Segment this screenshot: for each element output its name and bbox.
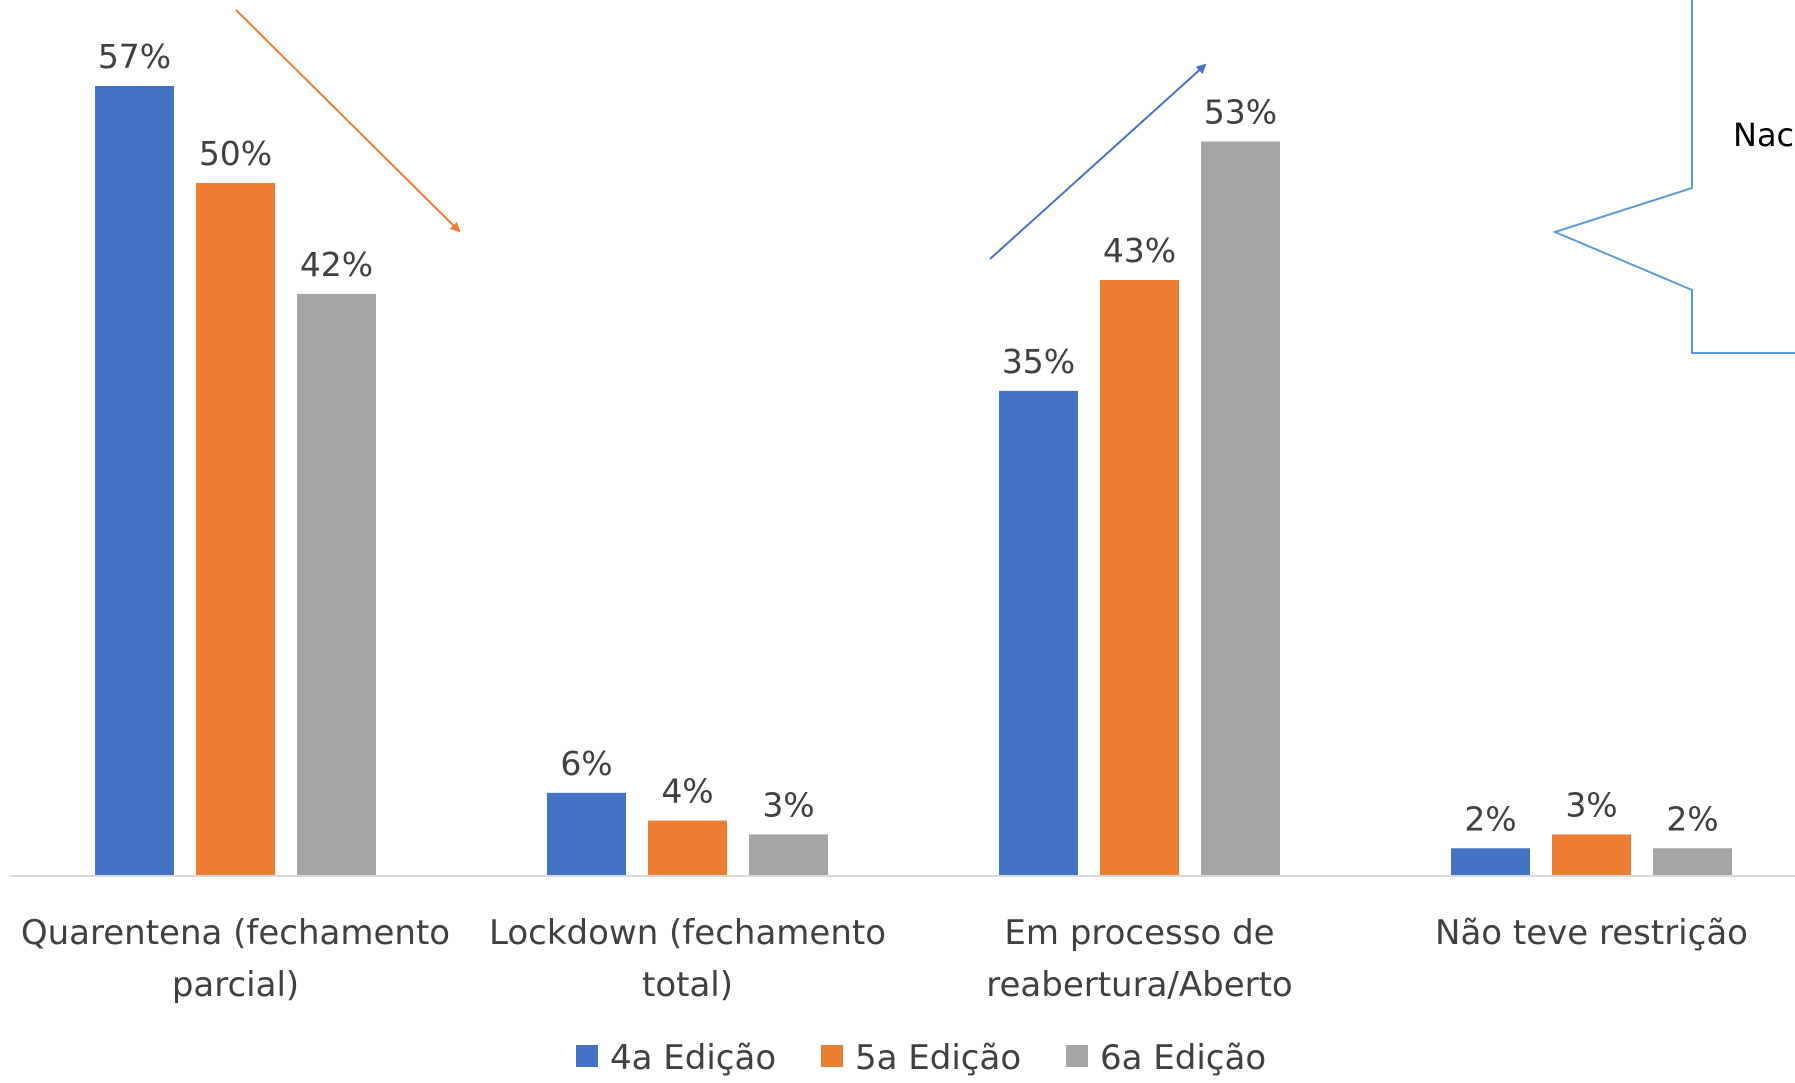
- x-tick-label: Quarentena (fechamento: [21, 913, 450, 953]
- legend-label-1: 4a Edição: [610, 1038, 776, 1078]
- bar-3-4: [1653, 848, 1732, 876]
- x-tick-label: reabertura/Aberto: [986, 965, 1292, 1005]
- x-tick-label: Em processo de: [1004, 913, 1274, 953]
- callout-text: Nac: [1733, 116, 1794, 154]
- data-label: 43%: [1103, 231, 1176, 270]
- bar-2-4: [1552, 834, 1631, 876]
- bar-3-1: [297, 293, 376, 876]
- data-label: 35%: [1002, 342, 1075, 381]
- x-tick-label: Não teve restrição: [1435, 913, 1748, 953]
- bar-3-3: [1201, 141, 1280, 876]
- legend-swatch-2: [821, 1045, 843, 1067]
- trend-arrow-down: [235, 9, 461, 233]
- data-label: 50%: [199, 134, 272, 173]
- data-label: 6%: [560, 744, 612, 783]
- x-tick-label: parcial): [172, 965, 299, 1005]
- bar-1-4: [1451, 848, 1530, 876]
- legend-swatch-3: [1066, 1045, 1088, 1067]
- trend-arrow-up: [989, 63, 1207, 260]
- bar-3-2: [749, 834, 828, 876]
- data-label: 57%: [98, 37, 171, 76]
- bars-layer: [95, 86, 1732, 876]
- bar-1-3: [999, 390, 1078, 876]
- bar-2-3: [1100, 280, 1179, 876]
- bar-2-1: [196, 183, 275, 876]
- data-label: 2%: [1464, 799, 1516, 838]
- legend-label-3: 6a Edição: [1100, 1038, 1266, 1078]
- callout-box: [1552, 0, 1795, 354]
- data-label: 2%: [1666, 799, 1718, 838]
- data-label: 3%: [1565, 785, 1617, 824]
- bar-2-2: [648, 820, 727, 876]
- data-label: 53%: [1204, 92, 1277, 131]
- annotations-layer: Nac: [235, 0, 1795, 354]
- x-tick-label: Lockdown (fechamento: [489, 913, 886, 953]
- data-label: 3%: [762, 785, 814, 824]
- x-tick-label: total): [642, 965, 733, 1005]
- data-label: 42%: [300, 245, 373, 284]
- legend-swatch-1: [576, 1045, 598, 1067]
- legend: 4a Edição 5a Edição 6a Edição: [576, 1038, 1266, 1078]
- legend-label-2: 5a Edição: [855, 1038, 1021, 1078]
- bar-1-2: [547, 792, 626, 876]
- data-labels-layer: 57% 50% 42% 6% 4% 3% 35% 43% 53% 2% 3% 2%: [98, 37, 1719, 838]
- x-axis-tick-labels: Quarentena (fechamento parcial) Lockdown (…: [21, 913, 1748, 1005]
- data-label: 4%: [661, 772, 713, 811]
- bar-1-1: [95, 86, 174, 876]
